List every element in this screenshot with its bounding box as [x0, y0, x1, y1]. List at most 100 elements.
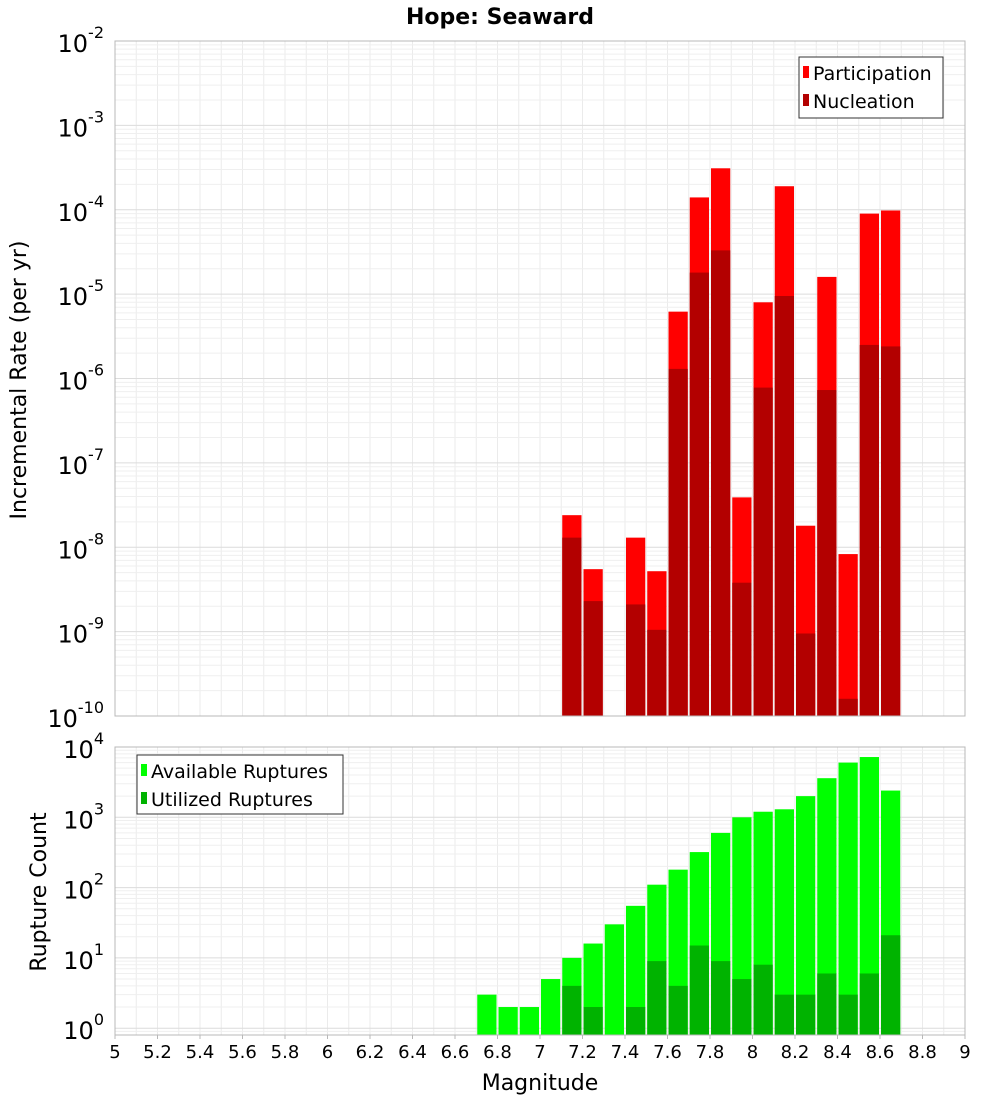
top-bar-secondary [562, 537, 582, 716]
top-y-axis-label: Incremental Rate (per yr) [7, 241, 32, 520]
chart-title: Hope: Seaward [406, 5, 594, 30]
y-tick-label: 10-6 [58, 361, 105, 396]
top-plot-border [114, 40, 966, 717]
y-tick-label: 10-3 [58, 107, 105, 142]
top-bar-secondary [881, 346, 901, 716]
legend-label: Nucleation [813, 91, 915, 113]
x-tick-label: 5.8 [271, 1042, 300, 1063]
y-tick-label: 104 [63, 729, 104, 764]
top-legend: Participation Nucleation [798, 56, 944, 119]
bottom-bar-secondary [626, 1007, 646, 1035]
y-tick-label: 10-8 [58, 529, 105, 564]
x-tick-label: 8.8 [908, 1042, 937, 1063]
x-tick-label: 8.2 [781, 1042, 810, 1063]
x-tick-label: 6.8 [483, 1042, 512, 1063]
bottom-bar-secondary [838, 994, 858, 1035]
x-tick-label: 6.2 [356, 1042, 385, 1063]
bottom-bar-primary [477, 994, 497, 1035]
legend-swatch [141, 764, 147, 776]
bottom-bar-primary [774, 809, 794, 1035]
bottom-bar-secondary [859, 973, 879, 1035]
bottom-bar-primary [626, 905, 646, 1035]
top-bar-secondary [689, 272, 709, 716]
bottom-legend: Available Ruptures Utilized Ruptures [136, 754, 344, 815]
x-tick-label: 6.4 [398, 1042, 427, 1063]
legend-swatch [803, 66, 809, 78]
top-bar-secondary [859, 344, 879, 716]
y-tick-label: 101 [63, 940, 104, 975]
x-tick-label: 7.2 [568, 1042, 597, 1063]
top-bar-secondary [838, 698, 858, 716]
bottom-y-axis-label: Rupture Count [27, 812, 52, 972]
bottom-bar-secondary [774, 994, 794, 1035]
y-tick-label: 10-9 [58, 614, 105, 649]
legend-label: Participation [813, 63, 932, 85]
bottom-bar-primary [796, 796, 816, 1035]
bottom-bar-primary [519, 1007, 539, 1035]
x-tick-label: 7.4 [611, 1042, 640, 1063]
x-tick-label: 5 [109, 1042, 120, 1063]
top-plot-area: 10-2 10-3 10-4 10-5 10-6 10-7 10-8 10-9 10-10 Par… [47, 23, 966, 733]
bottom-bar-primary [604, 924, 624, 1035]
top-bar-secondary [817, 390, 837, 716]
top-series-b [562, 250, 901, 717]
top-grid [114, 41, 966, 717]
y-tick-label: 10-7 [58, 445, 105, 480]
y-tick-label: 102 [63, 870, 104, 905]
bottom-bar-secondary [796, 994, 816, 1035]
y-tick-label: 10-4 [58, 192, 105, 227]
x-tick-label: 7.8 [696, 1042, 725, 1063]
bottom-bar-secondary [689, 945, 709, 1035]
y-tick-label: 10-5 [58, 276, 105, 311]
bottom-bar-primary [541, 979, 561, 1035]
bottom-bar-primary [859, 757, 879, 1035]
y-tick-label: 103 [63, 799, 104, 834]
y-tick-label: 10-2 [58, 23, 105, 58]
x-tick-label: 8.6 [866, 1042, 895, 1063]
bottom-series-b [562, 935, 901, 1035]
top-bar-secondary [753, 387, 773, 716]
top-bar-secondary [626, 604, 646, 716]
top-bar-secondary [796, 633, 816, 716]
bottom-bar-secondary [881, 935, 901, 1035]
x-tick-label: 5.6 [228, 1042, 257, 1063]
x-tick-label: 5.4 [186, 1042, 215, 1063]
y-tick-label: 10-10 [47, 698, 104, 733]
x-tick-label: 8.4 [823, 1042, 852, 1063]
bottom-bar-secondary [711, 961, 731, 1035]
bottom-bar-secondary [647, 961, 667, 1035]
x-tick-label: 6.6 [441, 1042, 470, 1063]
x-tick-label: 9 [959, 1042, 970, 1063]
y-tick-label: 100 [63, 1010, 104, 1045]
bottom-bar-secondary [732, 979, 752, 1035]
legend-label: Available Ruptures [151, 761, 328, 783]
x-axis-label: Magnitude [482, 1071, 599, 1096]
bottom-bar-secondary [753, 964, 773, 1035]
top-bar-secondary [732, 582, 752, 716]
top-bar-secondary [774, 296, 794, 716]
top-bar-secondary [711, 250, 731, 717]
legend-swatch [141, 792, 147, 804]
top-bar-primary [838, 554, 858, 716]
x-tick-label: 6 [322, 1042, 333, 1063]
legend-box [136, 754, 344, 815]
bottom-bar-primary [498, 1007, 518, 1035]
legend-swatch [803, 94, 809, 106]
legend-box [798, 56, 944, 119]
x-tick-label: 7.6 [653, 1042, 682, 1063]
bottom-bar-primary [838, 762, 858, 1035]
bottom-bar-secondary [562, 985, 582, 1035]
top-bar-secondary [583, 601, 603, 716]
x-tick-label: 7 [534, 1042, 545, 1063]
x-tick-label: 5.2 [143, 1042, 172, 1063]
x-tick-label: 8 [747, 1042, 758, 1063]
legend-label: Utilized Ruptures [151, 789, 313, 811]
bottom-bar-secondary [668, 985, 688, 1035]
bottom-bar-secondary [583, 1007, 603, 1035]
top-bar-secondary [647, 629, 667, 716]
bottom-bar-secondary [817, 973, 837, 1035]
top-bar-secondary [668, 368, 688, 716]
